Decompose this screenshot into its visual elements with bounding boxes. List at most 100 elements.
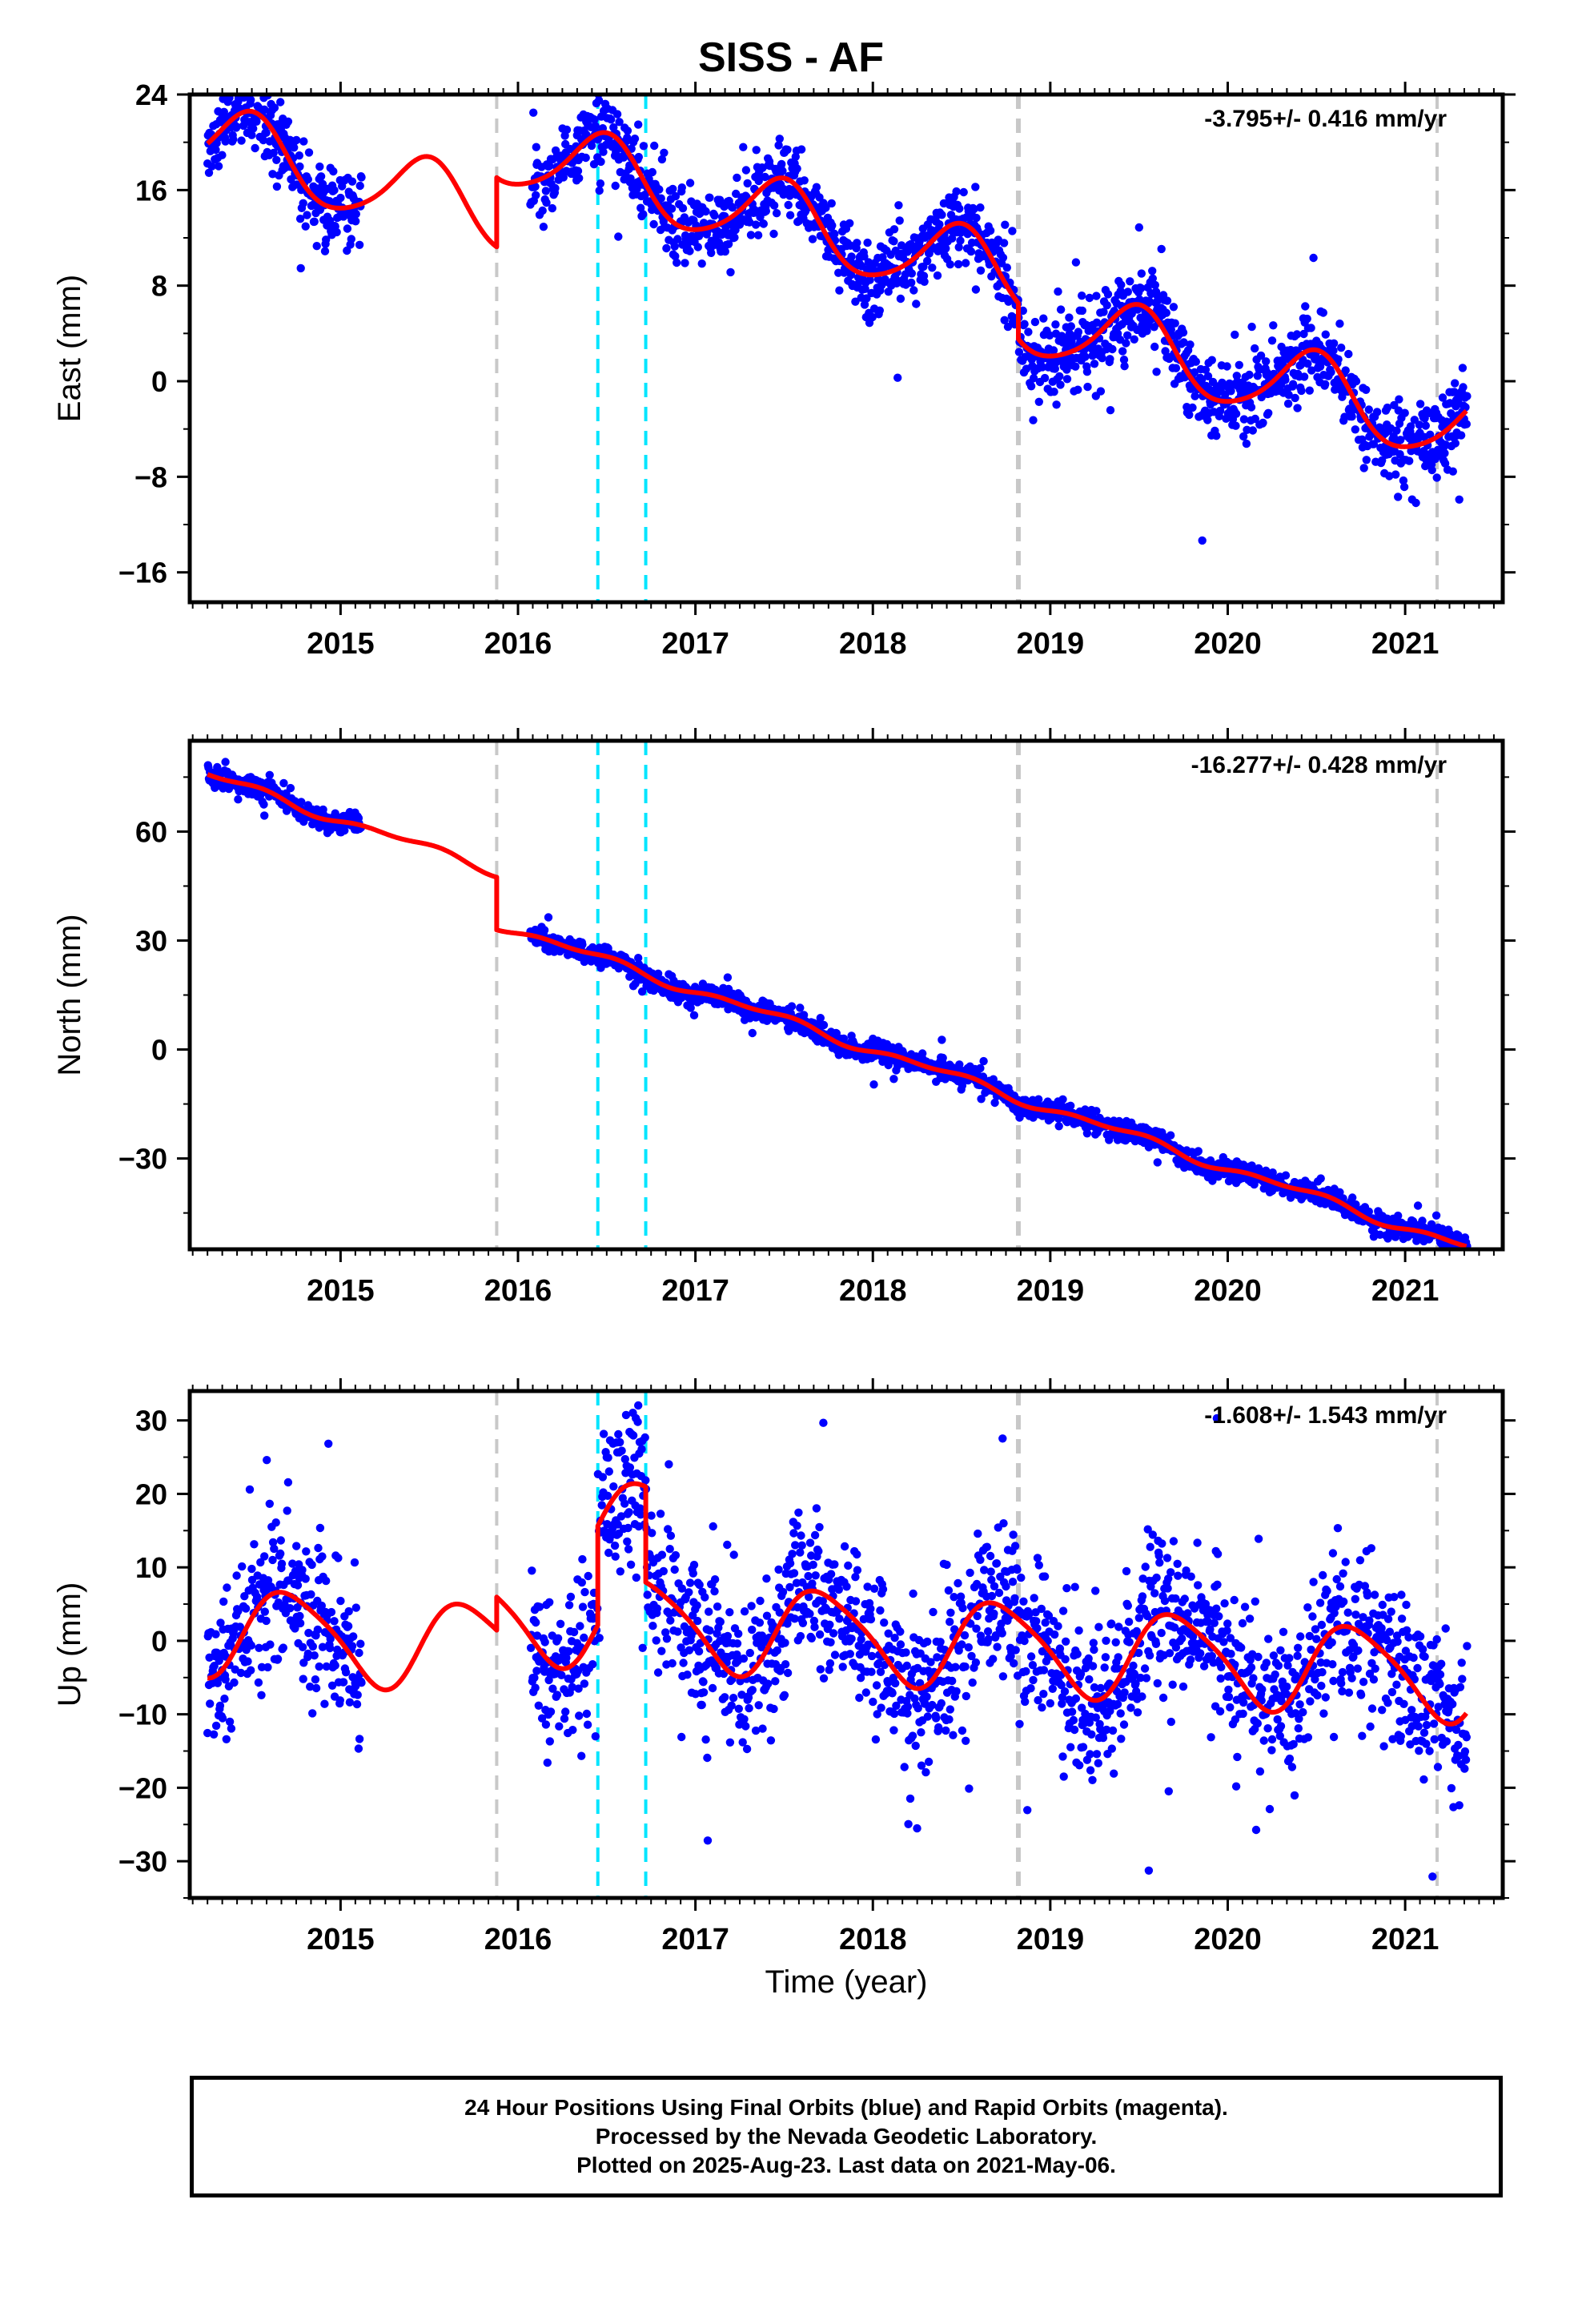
data-point [290,143,299,152]
data-point [1045,331,1054,340]
data-point [339,1678,348,1687]
data-point [1307,366,1316,375]
data-point [305,62,313,70]
data-point [787,1002,797,1011]
data-point [662,243,671,253]
data-point [343,1622,353,1630]
data-point [614,232,623,241]
data-point [215,1701,225,1711]
data-point [1391,470,1400,479]
data-point [311,1675,320,1684]
data-point [259,800,268,809]
data-point [357,1679,366,1687]
data-point [211,1721,221,1731]
data-point [1074,328,1083,336]
data-point [596,157,605,167]
data-point [1145,296,1154,306]
data-point [861,284,869,293]
y-tick-label: 8 [151,270,167,303]
data-point [1459,383,1468,392]
data-point [862,294,871,303]
data-point [257,1691,266,1699]
data-point [652,1604,662,1613]
data-point [229,135,238,144]
data-point [351,1603,360,1612]
data-point [754,176,763,186]
data-point [623,127,632,135]
data-point [1215,406,1225,416]
data-point [893,373,902,382]
x-tick-label: 2019 [1017,1274,1085,1308]
data-point [1186,340,1195,349]
data-point [355,181,364,191]
data-point [1162,296,1172,305]
data-point [1395,395,1403,404]
data-point [1197,376,1207,384]
data-point [1078,292,1086,300]
data-point [1137,269,1146,278]
data-point [576,1622,584,1630]
data-point [896,294,905,304]
data-point [955,204,964,213]
data-point [295,215,305,223]
data-point [350,1558,359,1567]
data-point [545,1737,554,1746]
data-point [578,1554,587,1564]
data-point [1024,328,1033,336]
data-point [907,269,917,278]
data-point [1405,456,1414,465]
data-point [1292,330,1302,339]
data-point [543,1758,552,1767]
data-point [743,179,752,188]
data-point [1090,360,1099,368]
data-point [575,1711,584,1720]
data-point [1117,280,1126,289]
data-point [665,1460,673,1469]
data-point [639,210,648,219]
data-point [1362,385,1371,394]
data-point [745,218,754,227]
data-point [230,1678,239,1687]
data-point [701,207,710,216]
data-point [772,209,781,218]
data-point [307,1590,315,1599]
data-point [568,1726,577,1735]
data-point [1440,448,1449,458]
data-point [863,238,872,247]
data-point [221,758,230,766]
data-point [247,1641,255,1650]
y-tick-label: 0 [151,365,167,398]
data-point [626,1560,636,1570]
data-point [659,1566,668,1576]
data-point [1001,220,1010,229]
data-point [1431,1211,1441,1220]
data-point [1123,331,1132,340]
data-point [232,1571,241,1580]
y-tick-label: −30 [118,1143,167,1176]
data-point [678,203,688,213]
data-point [609,123,618,132]
data-point [355,1735,364,1743]
data-point [1321,330,1331,339]
data-point [769,229,778,239]
data-point [301,1574,310,1583]
data-point [1451,379,1460,388]
data-point [1303,314,1311,324]
data-point [751,220,761,229]
data-point [942,244,950,253]
data-point [1051,320,1060,329]
data-point [616,1437,624,1447]
data-point [1440,459,1450,468]
data-point [330,1617,339,1626]
data-point [778,167,787,175]
data-point [1351,376,1361,386]
data-point [628,1431,638,1440]
data-point [277,1559,287,1568]
data-point [539,223,548,231]
data-point [352,1699,362,1709]
data-point [1102,301,1111,310]
data-point [1065,313,1074,322]
data-point [909,286,918,295]
data-point [894,201,903,210]
